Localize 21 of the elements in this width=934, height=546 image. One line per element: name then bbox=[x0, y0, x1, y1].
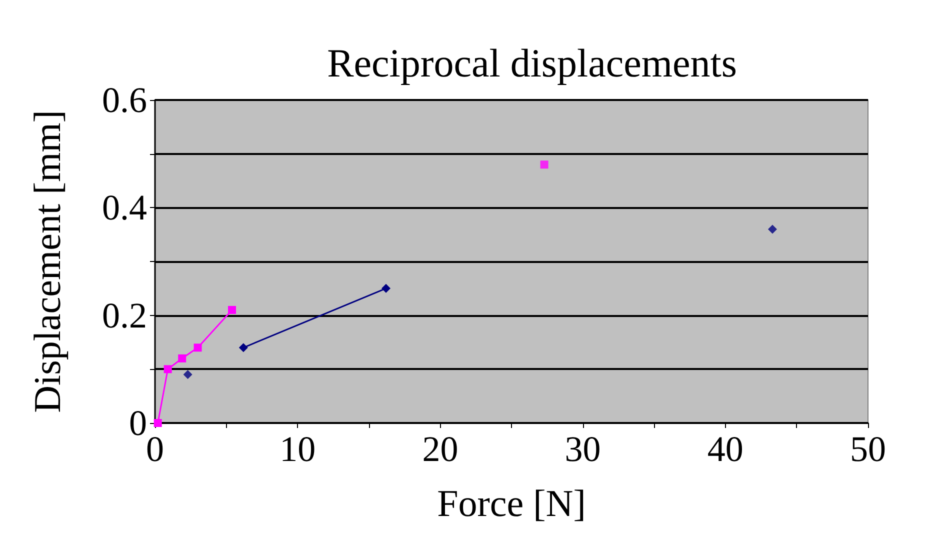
y-tick-label: 0.6 bbox=[102, 80, 147, 120]
point bbox=[183, 370, 192, 380]
y-tick-label: 0.2 bbox=[102, 295, 147, 336]
x-tick-label: 40 bbox=[707, 429, 744, 469]
chart-title: Reciprocal displacements bbox=[327, 40, 737, 86]
point bbox=[164, 365, 172, 374]
x-tick-label: 50 bbox=[850, 429, 886, 469]
point bbox=[178, 354, 186, 362]
point bbox=[540, 160, 548, 169]
y-tick-label: 0 bbox=[129, 403, 147, 443]
point bbox=[194, 344, 202, 352]
x-axis-title: Force [N] bbox=[437, 483, 586, 525]
x-tick-label: 10 bbox=[280, 429, 316, 469]
y-axis-title: Displacement [mm] bbox=[27, 110, 69, 413]
point bbox=[768, 224, 777, 234]
y-tick-label: 0.4 bbox=[102, 188, 147, 228]
point bbox=[228, 306, 236, 314]
x-tick-label: 20 bbox=[422, 429, 458, 469]
point bbox=[382, 284, 391, 293]
point bbox=[238, 343, 248, 352]
x-tick-label: 30 bbox=[564, 429, 601, 469]
